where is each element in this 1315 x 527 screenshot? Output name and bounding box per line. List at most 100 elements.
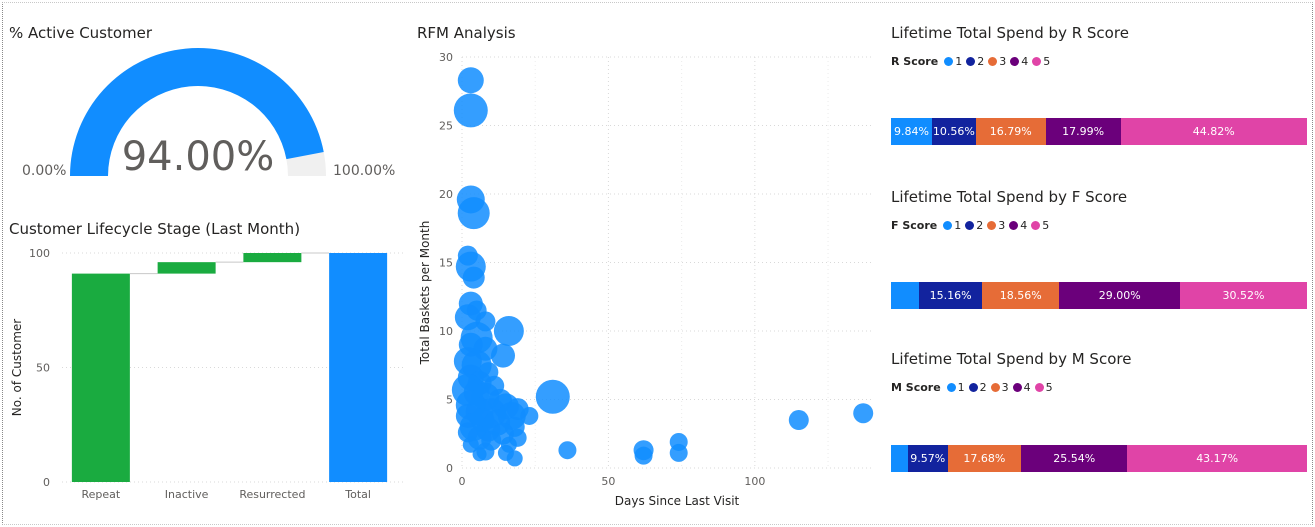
scatter-bubble[interactable] <box>457 67 484 94</box>
gauge-chart[interactable]: 94.00% 0.00% 100.00% <box>0 40 400 190</box>
legend-label: 1 <box>955 55 963 68</box>
waterfall-bar[interactable] <box>71 273 130 482</box>
scatter-bubble[interactable] <box>634 446 653 465</box>
scatter-bubble[interactable] <box>491 343 515 368</box>
scatter-y-axis-label: Total Baskets per Month <box>418 221 432 366</box>
stacked-bar-segment[interactable] <box>891 445 908 472</box>
legend-title: M Score <box>891 381 941 394</box>
waterfall-title: Customer Lifecycle Stage (Last Month) <box>9 220 301 238</box>
legend-item[interactable]: 4 <box>1009 219 1027 232</box>
waterfall-bar[interactable] <box>243 253 302 263</box>
waterfall-bar[interactable] <box>329 253 388 482</box>
stacked-bar-segment[interactable]: 16.79% <box>975 118 1046 145</box>
r-score-title: Lifetime Total Spend by R Score <box>891 24 1129 42</box>
gauge-value-label: 94.00% <box>122 134 275 180</box>
scatter-x-axis-label: Days Since Last Visit <box>615 494 740 508</box>
scatter-bubble[interactable] <box>535 379 570 414</box>
scatter-bubble[interactable] <box>788 410 809 431</box>
waterfall-x-tick: Resurrected <box>239 488 305 501</box>
legend-label: 3 <box>1001 381 1009 394</box>
legend-dot-icon <box>987 221 997 230</box>
legend-label: 2 <box>976 219 984 232</box>
legend-item[interactable]: 4 <box>1012 381 1031 394</box>
waterfall-chart[interactable]: 0 50 100 Repeat Inactive Resurrected Total No. … <box>0 240 410 510</box>
legend-item[interactable]: 1 <box>943 219 961 232</box>
stacked-bar-segment[interactable]: 9.57% <box>907 445 948 472</box>
stacked-bar-segment[interactable]: 44.82% <box>1120 118 1307 145</box>
legend-dot-icon <box>1010 57 1020 66</box>
scatter-bubble[interactable] <box>853 403 874 424</box>
scatter-bubble[interactable] <box>520 406 539 425</box>
scatter-bubble[interactable] <box>462 436 479 453</box>
m-score-stacked-bar[interactable]: 9.57% 17.68% 25.54% 43.17% <box>891 445 1307 472</box>
scatter-bubble[interactable] <box>558 441 577 460</box>
m-score-title: Lifetime Total Spend by M Score <box>891 350 1132 368</box>
legend-dot-icon <box>966 57 976 66</box>
legend-label: 3 <box>999 55 1007 68</box>
legend-item[interactable]: 5 <box>1031 219 1049 232</box>
f-score-stacked-bar[interactable]: 15.16% 18.56% 29.00% 30.52% <box>891 282 1307 309</box>
gauge-max-label: 100.00% <box>333 163 395 179</box>
scatter-x-tick: 50 <box>601 475 615 488</box>
stacked-bar-segment[interactable]: 17.99% <box>1045 118 1121 145</box>
legend-title: R Score <box>891 55 939 68</box>
rfm-scatter-chart[interactable]: 0 5 10 15 20 25 30 0 50 100 Days Since Last Visit T… <box>410 44 880 514</box>
legend-dot-icon <box>1009 221 1019 230</box>
legend-item[interactable]: 2 <box>965 219 983 232</box>
legend-dot-icon <box>990 383 1000 392</box>
stacked-bar-segment[interactable]: 15.16% <box>919 282 983 309</box>
stacked-bar-segment[interactable]: 43.17% <box>1127 445 1307 472</box>
scatter-bubble[interactable] <box>493 316 524 346</box>
legend-dot-icon <box>1012 383 1022 392</box>
legend-item[interactable]: 1 <box>946 381 965 394</box>
legend-label: 5 <box>1043 55 1051 68</box>
scatter-bubble[interactable] <box>462 266 485 289</box>
stacked-bar-segment[interactable]: 25.54% <box>1021 445 1128 472</box>
f-score-title: Lifetime Total Spend by F Score <box>891 188 1128 206</box>
legend-item[interactable]: 5 <box>1032 55 1050 68</box>
legend-item[interactable]: 2 <box>966 55 984 68</box>
legend-item[interactable]: 1 <box>944 55 962 68</box>
legend-dot-icon <box>1031 221 1041 230</box>
r-score-stacked-bar[interactable]: 9.84% 10.56% 16.79% 17.99% 44.82% <box>891 118 1307 145</box>
gauge-title: % Active Customer <box>9 24 153 42</box>
legend-item[interactable]: 2 <box>968 381 987 394</box>
legend-item[interactable]: 3 <box>990 381 1009 394</box>
legend-item[interactable]: 3 <box>988 55 1006 68</box>
scatter-y-tick: 5 <box>446 394 453 407</box>
legend-label: 5 <box>1042 219 1050 232</box>
legend-dot-icon <box>943 221 953 230</box>
r-score-legend: R Score 1 2 3 4 5 <box>891 55 1054 68</box>
legend-label: 2 <box>977 55 985 68</box>
stacked-bar-segment[interactable]: 10.56% <box>931 118 976 145</box>
legend-dot-icon <box>965 221 975 230</box>
scatter-y-tick: 20 <box>439 188 453 201</box>
scatter-bubble[interactable] <box>453 93 488 128</box>
legend-label: 2 <box>979 381 987 394</box>
stacked-bar-segment[interactable]: 18.56% <box>982 282 1060 309</box>
legend-item[interactable]: 3 <box>987 219 1005 232</box>
scatter-bubble[interactable] <box>457 197 490 230</box>
stacked-bar-segment[interactable]: 17.68% <box>947 445 1022 472</box>
stacked-bar-segment[interactable] <box>891 282 920 309</box>
waterfall-x-tick: Inactive <box>165 488 209 501</box>
legend-item[interactable]: 4 <box>1010 55 1028 68</box>
legend-dot-icon <box>944 57 954 66</box>
scatter-y-tick: 10 <box>439 325 453 338</box>
scatter-bubble[interactable] <box>669 443 688 462</box>
waterfall-bar[interactable] <box>157 262 216 274</box>
scatter-y-tick: 0 <box>446 462 453 475</box>
legend-dot-icon <box>1032 57 1042 66</box>
scatter-title: RFM Analysis <box>417 24 516 42</box>
waterfall-y-axis-label: No. of Customer <box>10 319 24 416</box>
waterfall-y-tick: 0 <box>43 476 50 489</box>
legend-item[interactable]: 5 <box>1034 381 1053 394</box>
scatter-bubble[interactable] <box>472 447 487 462</box>
waterfall-x-tick: Repeat <box>82 488 121 501</box>
scatter-bubble[interactable] <box>506 450 523 467</box>
gauge-value-arc[interactable] <box>70 48 324 176</box>
stacked-bar-segment[interactable]: 29.00% <box>1059 282 1180 309</box>
stacked-bar-segment[interactable]: 9.84% <box>891 118 932 145</box>
stacked-bar-segment[interactable]: 30.52% <box>1180 282 1307 309</box>
scatter-y-tick: 30 <box>439 51 453 64</box>
